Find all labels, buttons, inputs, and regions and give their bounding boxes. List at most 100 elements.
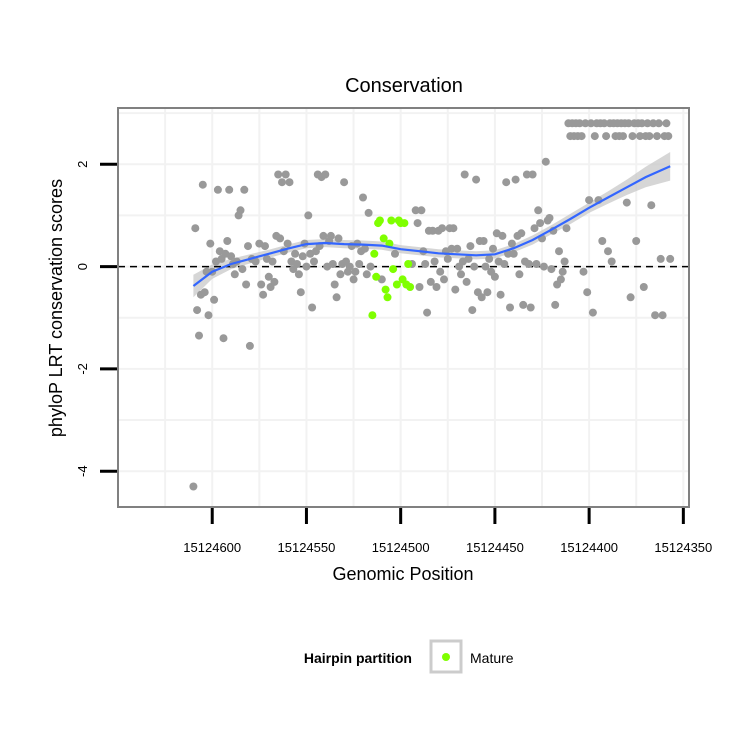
data-point xyxy=(264,272,273,281)
data-point xyxy=(261,242,269,251)
mature-point xyxy=(381,285,390,294)
data-point xyxy=(191,224,200,233)
chart-title: Conservation xyxy=(345,75,463,97)
data-point xyxy=(236,206,245,215)
data-point xyxy=(415,283,424,291)
mature-point xyxy=(400,219,409,228)
data-point xyxy=(274,170,283,179)
data-point xyxy=(340,178,349,187)
data-point xyxy=(308,303,317,312)
legend-mature-swatch xyxy=(442,653,450,661)
data-point xyxy=(294,270,303,279)
data-point xyxy=(293,260,301,268)
data-point xyxy=(411,206,420,215)
data-point xyxy=(479,237,488,245)
y-axis: -4 -2 0 2 xyxy=(75,161,117,477)
data-point xyxy=(481,262,490,271)
data-point xyxy=(364,208,373,217)
y-tick-label: 0 xyxy=(75,263,90,270)
data-point xyxy=(500,260,509,268)
x-tick-label: 15124350 xyxy=(654,540,712,555)
plot-panel-border xyxy=(117,107,690,508)
data-point xyxy=(421,260,430,268)
data-point xyxy=(391,249,399,258)
data-point xyxy=(551,300,560,309)
data-point xyxy=(447,244,456,253)
data-point xyxy=(270,277,279,286)
mature-point xyxy=(392,280,401,289)
data-point xyxy=(472,175,481,184)
data-point xyxy=(602,132,611,141)
data-point xyxy=(451,285,460,294)
data-point xyxy=(636,132,644,141)
data-point xyxy=(522,170,531,179)
data-point xyxy=(600,119,609,128)
data-point xyxy=(590,132,599,141)
data-point xyxy=(645,132,654,141)
data-point xyxy=(662,119,671,128)
data-point xyxy=(432,283,441,291)
data-point xyxy=(219,334,228,343)
data-point xyxy=(268,257,277,266)
data-point xyxy=(664,132,673,141)
data-point xyxy=(298,252,307,261)
data-point xyxy=(245,341,254,350)
mature-point xyxy=(383,293,392,302)
data-point xyxy=(577,132,586,141)
mature-point xyxy=(406,283,415,291)
data-point xyxy=(436,267,445,276)
data-point xyxy=(558,267,567,276)
data-point xyxy=(555,247,563,256)
data-point xyxy=(276,234,285,243)
data-point xyxy=(281,170,290,179)
data-point xyxy=(351,267,360,276)
data-point xyxy=(654,119,663,128)
data-point xyxy=(244,242,252,251)
smooth-curve xyxy=(192,165,671,287)
data-point xyxy=(598,237,607,245)
mature-point xyxy=(387,216,396,225)
data-point xyxy=(464,254,473,263)
mature-point xyxy=(375,216,384,225)
data-point xyxy=(428,226,437,235)
x-tick-label: 15124450 xyxy=(466,540,524,555)
x-tick-label: 15124550 xyxy=(278,540,336,555)
data-point xyxy=(656,254,665,263)
data-point xyxy=(511,175,520,184)
data-point xyxy=(423,308,432,317)
data-point xyxy=(366,262,375,271)
data-point xyxy=(283,239,292,248)
data-point xyxy=(430,257,439,266)
data-point xyxy=(509,249,518,258)
data-point xyxy=(457,270,465,279)
data-point xyxy=(541,157,550,166)
data-point xyxy=(417,206,426,215)
data-point xyxy=(607,257,616,266)
data-point xyxy=(206,239,215,248)
data-point xyxy=(534,206,543,215)
data-point xyxy=(278,178,286,187)
data-point xyxy=(536,219,545,228)
data-point xyxy=(496,290,505,299)
data-point xyxy=(225,185,234,194)
data-point xyxy=(556,275,565,284)
data-point xyxy=(227,252,236,261)
data-point xyxy=(285,178,294,187)
data-point xyxy=(637,119,646,128)
data-point xyxy=(653,132,661,141)
data-point xyxy=(524,260,533,268)
data-point xyxy=(639,283,648,291)
data-point xyxy=(651,311,660,320)
data-point xyxy=(626,293,635,302)
legend-title: Hairpin partition xyxy=(304,650,412,666)
data-point xyxy=(349,275,358,284)
data-point xyxy=(581,119,590,128)
data-point xyxy=(330,280,339,289)
data-point xyxy=(619,132,627,141)
data-point xyxy=(334,234,343,243)
data-point xyxy=(666,254,675,263)
data-point xyxy=(658,311,667,320)
legend: Hairpin partition Mature xyxy=(304,639,514,674)
data-point xyxy=(413,219,422,228)
